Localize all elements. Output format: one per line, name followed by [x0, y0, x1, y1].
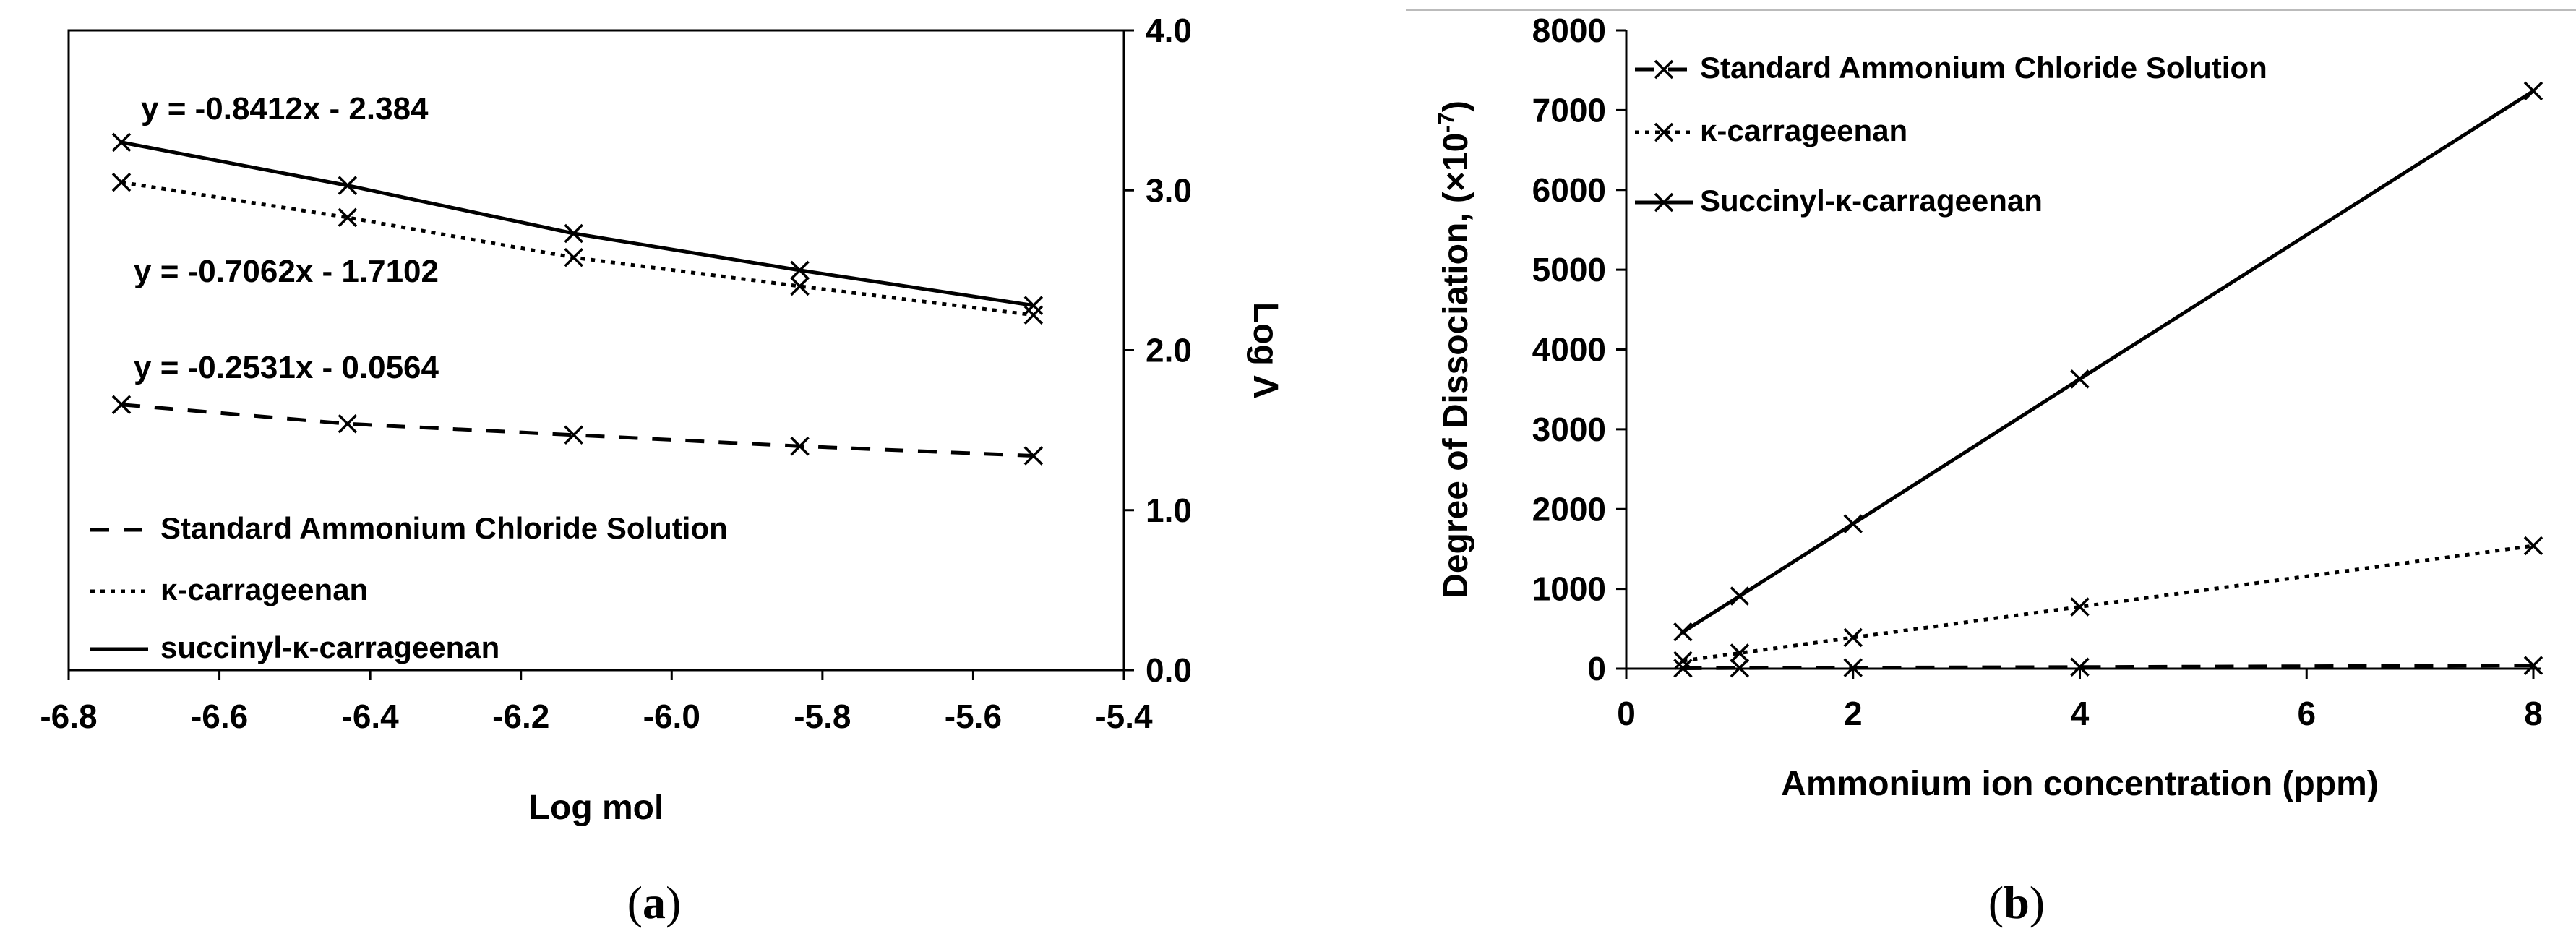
- caption-b: (b): [1988, 877, 2045, 928]
- legend-label-b-2: Succinyl-κ-carrageenan: [1700, 184, 2043, 218]
- x-tick-label-a-2: -6.4: [342, 698, 400, 735]
- y-tick-label-b-4: 4000: [1532, 331, 1606, 369]
- point-b-0-3: [2070, 657, 2090, 677]
- point-b-1-0: [1673, 651, 1693, 671]
- legend-label-b-0: Standard Ammonium Chloride Solution: [1700, 51, 2267, 85]
- point-b-1-2: [1843, 627, 1863, 648]
- point-a-2-4: [1023, 296, 1044, 315]
- series-line-a-1: [121, 180, 1034, 317]
- series-line-b-2: [1682, 89, 2535, 634]
- x-tick-label-a-4: -6.0: [643, 698, 700, 735]
- point-a-1-3: [790, 276, 810, 296]
- y-tick-label-a-4: 4.0: [1146, 12, 1192, 49]
- legend-marker-b-2: [1654, 192, 1674, 213]
- point-b-0-4: [2523, 656, 2543, 675]
- legend-marker-b-0: [1654, 59, 1674, 80]
- x-tick-label-b-2: 4: [2071, 695, 2090, 732]
- point-a-0-3: [790, 437, 810, 456]
- chart-b: 0 1000 2000 3000 4000 5000 6000 7000 8000 0 2 4 6 8 Am…: [1406, 9, 2576, 803]
- x-tick-label-a-0: -6.8: [40, 698, 97, 735]
- point-a-1-1: [338, 207, 358, 228]
- x-tick-label-b-0: 0: [1617, 695, 1636, 732]
- point-b-2-4: [2523, 81, 2543, 101]
- x-tick-label-b-1: 2: [1844, 695, 1863, 732]
- point-b-0-1: [1730, 658, 1750, 678]
- y-tick-label-a-1: 1.0: [1146, 492, 1192, 529]
- series-line-a-0: [121, 403, 1034, 458]
- y-tick-label-b-8: 8000: [1532, 12, 1606, 49]
- trend-equation-a-0: y = -0.8412x - 2.384: [141, 91, 429, 126]
- y-tick-label-b-7: 7000: [1532, 91, 1606, 129]
- chart-a: -6.8 -6.6 -6.4 -6.2 -6.0 -5.8 -5.6 -5.4 0.0 1.0 2.…: [40, 12, 1284, 827]
- x-tick-label-a-5: -5.8: [794, 698, 851, 735]
- legend-label-a-2: succinyl-κ-carrageenan: [160, 630, 499, 664]
- point-a-0-1: [338, 414, 358, 434]
- y-tick-label-b-1: 1000: [1532, 570, 1606, 608]
- y-tick-label-a-3: 3.0: [1146, 171, 1192, 209]
- point-b-1-1: [1730, 643, 1750, 663]
- x-tick-label-b-3: 6: [2297, 695, 2316, 732]
- point-b-2-3: [2070, 369, 2090, 389]
- trend-equation-a-1: y = -0.7062x - 1.7102: [134, 254, 439, 289]
- caption-a: (a): [627, 877, 682, 928]
- point-a-1-4: [1023, 305, 1044, 325]
- y-axis-title-a: Log Λ: [1246, 302, 1284, 398]
- legend-label-a-1: κ-carrageenan: [160, 573, 368, 606]
- point-a-2-2: [564, 223, 583, 244]
- point-a-1-0: [111, 172, 132, 192]
- point-b-1-4: [2523, 536, 2543, 556]
- y-tick-label-b-6: 6000: [1532, 171, 1606, 209]
- point-b-1-3: [2070, 597, 2090, 617]
- legend-marker-b-1: [1654, 122, 1674, 142]
- point-b-2-2: [1843, 514, 1863, 533]
- y-axis-title-b: Degree of Dissociation, (×10-7): [1433, 100, 1475, 599]
- point-a-2-0: [111, 132, 132, 153]
- legend-label-b-1: κ-carrageenan: [1700, 113, 1907, 147]
- y-tick-label-b-5: 5000: [1532, 251, 1606, 288]
- point-a-0-2: [564, 425, 583, 445]
- y-tick-label-b-2: 2000: [1532, 490, 1606, 528]
- x-axis-title-b: Ammonium ion concentration (ppm): [1781, 765, 2379, 803]
- point-a-1-2: [564, 247, 583, 267]
- point-b-0-2: [1843, 658, 1863, 677]
- y-tick-label-a-0: 0.0: [1146, 651, 1192, 689]
- point-a-2-3: [790, 260, 810, 280]
- y-tick-label-b-3: 3000: [1532, 411, 1606, 448]
- trend-equation-a-2: y = -0.2531x - 0.0564: [134, 350, 439, 385]
- point-a-2-1: [338, 176, 358, 195]
- x-tick-label-a-3: -6.2: [492, 698, 549, 735]
- y-tick-label-a-2: 2.0: [1146, 332, 1192, 369]
- x-tick-label-a-1: -6.6: [191, 698, 248, 735]
- point-b-0-0: [1673, 659, 1693, 678]
- x-axis-title-a: Log mol: [529, 789, 664, 827]
- x-tick-label-a-6: -5.6: [945, 698, 1002, 735]
- point-a-0-4: [1023, 446, 1044, 466]
- y-tick-label-b-0: 0: [1587, 650, 1606, 687]
- point-b-2-1: [1730, 586, 1750, 606]
- x-tick-label-b-4: 8: [2524, 695, 2543, 732]
- point-a-0-0: [111, 395, 132, 414]
- x-tick-label-a-7: -5.4: [1095, 698, 1153, 735]
- series-line-b-1: [1683, 544, 2534, 663]
- point-b-2-0: [1673, 622, 1693, 642]
- legend-label-a-0: Standard Ammonium Chloride Solution: [160, 511, 728, 545]
